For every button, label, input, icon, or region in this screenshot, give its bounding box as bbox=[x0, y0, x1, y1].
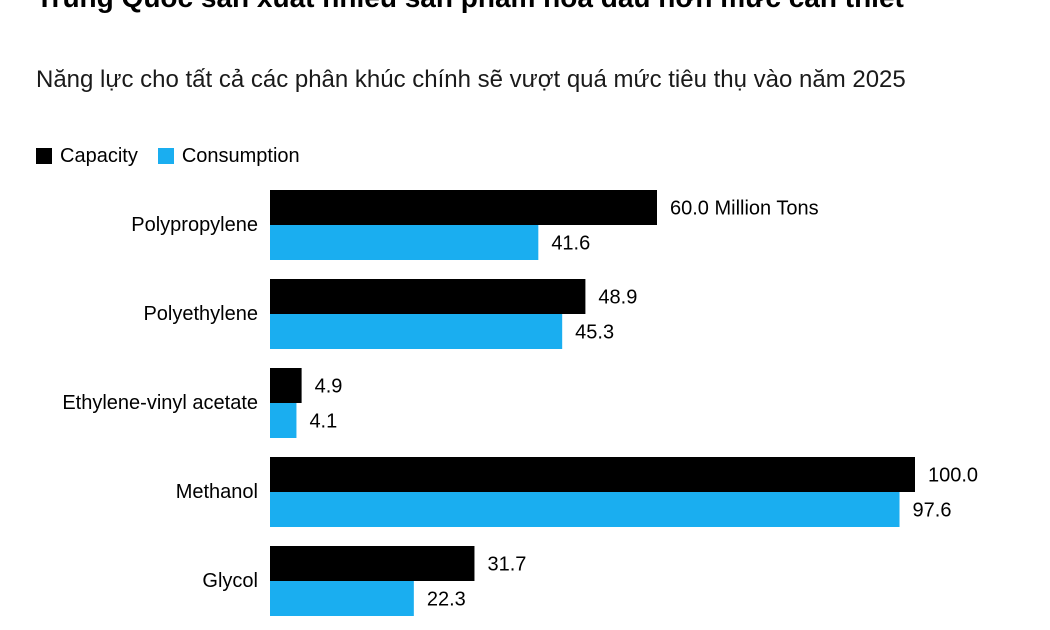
bar-consumption-polyethylene bbox=[270, 314, 563, 349]
value-label-consumption-polyethylene: 45.3 bbox=[575, 322, 614, 344]
value-label-consumption-ethylene-vinyl-acetate: 4.1 bbox=[309, 411, 337, 433]
bar-consumption-methanol bbox=[270, 492, 900, 527]
bar-capacity-polypropylene bbox=[270, 190, 657, 225]
bar-capacity-polyethylene bbox=[270, 279, 586, 314]
category-label-ethylene-vinyl-acetate: Ethylene-vinyl acetate bbox=[62, 392, 258, 414]
bar-capacity-glycol bbox=[270, 546, 475, 581]
category-label-glycol: Glycol bbox=[202, 570, 258, 592]
chart-subtitle: Năng lực cho tất cả các phân khúc chính … bbox=[36, 66, 906, 93]
legend-label-consumption: Consumption bbox=[181, 144, 300, 167]
chart-title: Trung Quốc sản xuất nhiều sản phẩm hóa d… bbox=[36, 0, 1016, 18]
legend-item-capacity: Capacity bbox=[36, 145, 138, 168]
category-label-polyethylene: Polyethylene bbox=[143, 303, 258, 325]
value-label-consumption-glycol: 22.3 bbox=[427, 589, 466, 611]
value-label-consumption-polypropylene: 41.6 bbox=[551, 233, 590, 255]
legend-label-capacity: Capacity bbox=[60, 144, 138, 167]
legend-swatch-capacity bbox=[36, 148, 52, 164]
legend: Capacity Consumption bbox=[36, 143, 320, 169]
category-label-polypropylene: Polypropylene bbox=[131, 214, 258, 236]
bar-capacity-methanol bbox=[270, 457, 915, 492]
value-label-consumption-methanol: 97.6 bbox=[913, 500, 952, 522]
value-label-capacity-polypropylene: 60.0 Million Tons bbox=[670, 198, 819, 220]
bar-consumption-glycol bbox=[270, 581, 414, 616]
bar-capacity-ethylene-vinyl-acetate bbox=[270, 368, 302, 403]
legend-item-consumption: Consumption bbox=[157, 144, 300, 168]
value-label-capacity-polyethylene: 48.9 bbox=[598, 287, 637, 309]
bar-consumption-polypropylene bbox=[270, 225, 539, 260]
value-label-capacity-glycol: 31.7 bbox=[487, 554, 526, 576]
category-label-methanol: Methanol bbox=[176, 481, 258, 503]
legend-swatch-consumption bbox=[157, 148, 174, 164]
value-label-capacity-methanol: 100.0 bbox=[928, 465, 978, 487]
value-label-capacity-ethylene-vinyl-acetate: 4.9 bbox=[315, 376, 343, 398]
bar-consumption-ethylene-vinyl-acetate bbox=[270, 403, 297, 438]
